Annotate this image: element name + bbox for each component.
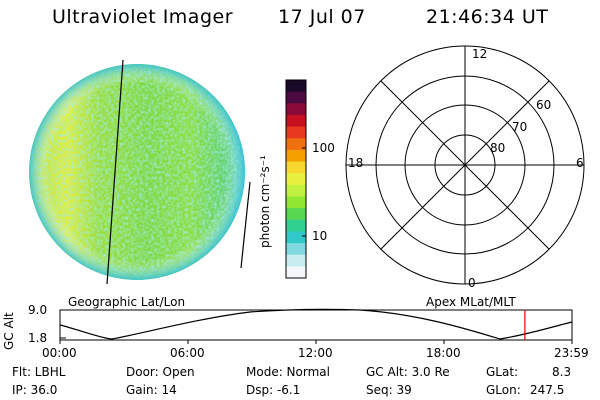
- door-status: Door: Open: [126, 365, 195, 379]
- apex-label: Apex MLat/MLT: [426, 295, 516, 309]
- colorbar-band: [286, 114, 306, 128]
- timeline-ylabel: GC Alt: [2, 312, 16, 350]
- colorbar-band: [286, 208, 306, 221]
- mlt-label-0: 0: [468, 276, 476, 290]
- xtick-0000: 00:00: [42, 346, 77, 360]
- uv-earth-image: [29, 59, 251, 285]
- colorbar-band: [286, 161, 306, 174]
- colorbar-band: [286, 243, 306, 256]
- xtick-0600: 06:00: [170, 346, 205, 360]
- mlt-label-12: 12: [472, 47, 488, 61]
- polar-grid: [345, 45, 585, 285]
- colorbar-band: [286, 196, 306, 209]
- observation-time: 21:46:34 UT: [426, 6, 549, 28]
- colorbar-label-10: 10: [312, 229, 328, 243]
- colorbar-band: [286, 184, 306, 198]
- colorbar-label-100: 100: [312, 141, 335, 155]
- glat-value: 8.3: [552, 365, 572, 379]
- colorbar-band: [286, 266, 306, 279]
- gain-status: Gain: 14: [126, 383, 177, 397]
- altitude-curve: [59, 308, 573, 340]
- glat-label: GLat:: [486, 365, 519, 379]
- lat-label-70: 70: [512, 120, 528, 134]
- colorbar-band: [286, 103, 306, 116]
- colorbar-band: [286, 254, 306, 267]
- gc-alt-status: GC Alt: 3.0 Re: [366, 365, 450, 379]
- seq-status: Seq: 39: [366, 383, 412, 397]
- colorbar-band: [286, 91, 306, 104]
- filter-status: Flt: LBHL: [12, 365, 66, 379]
- instrument-title: Ultraviolet Imager: [52, 6, 234, 28]
- altitude-timeline: [59, 308, 573, 344]
- observation-date: 17 Jul 07: [278, 6, 366, 28]
- colorbar-band: [286, 231, 306, 244]
- terminator-line: [106, 59, 124, 285]
- colorbar-band: [286, 80, 306, 93]
- colorbar-band: [286, 126, 306, 139]
- timeline-ymax: 9.0: [28, 303, 48, 317]
- colorbar: [286, 80, 306, 279]
- lat-label-60: 60: [536, 98, 552, 112]
- xtick-2359: 23:59: [554, 346, 589, 360]
- colorbar-band: [286, 219, 306, 233]
- glon-label: GLon:: [486, 383, 521, 397]
- colorbar-band: [286, 138, 306, 151]
- limb-line: [240, 181, 251, 269]
- geographic-label: Geographic Lat/Lon: [68, 295, 186, 309]
- timeline-ymin: 1.8: [28, 331, 48, 345]
- colorbar-units: photon cm⁻²s⁻¹: [258, 155, 272, 248]
- colorbar-band: [286, 173, 306, 186]
- colorbar-band: [286, 149, 306, 163]
- mode-status: Mode: Normal: [246, 365, 330, 379]
- xtick-1200: 12:00: [298, 346, 333, 360]
- xtick-1800: 18:00: [426, 346, 461, 360]
- ip-status: IP: 36.0: [12, 383, 58, 397]
- lat-label-80: 80: [490, 141, 506, 155]
- glon-value: 247.5: [530, 383, 565, 397]
- dsp-status: Dsp: -6.1: [246, 383, 301, 397]
- mlt-label-18: 18: [348, 156, 364, 170]
- mlt-label-6: 6: [576, 156, 584, 170]
